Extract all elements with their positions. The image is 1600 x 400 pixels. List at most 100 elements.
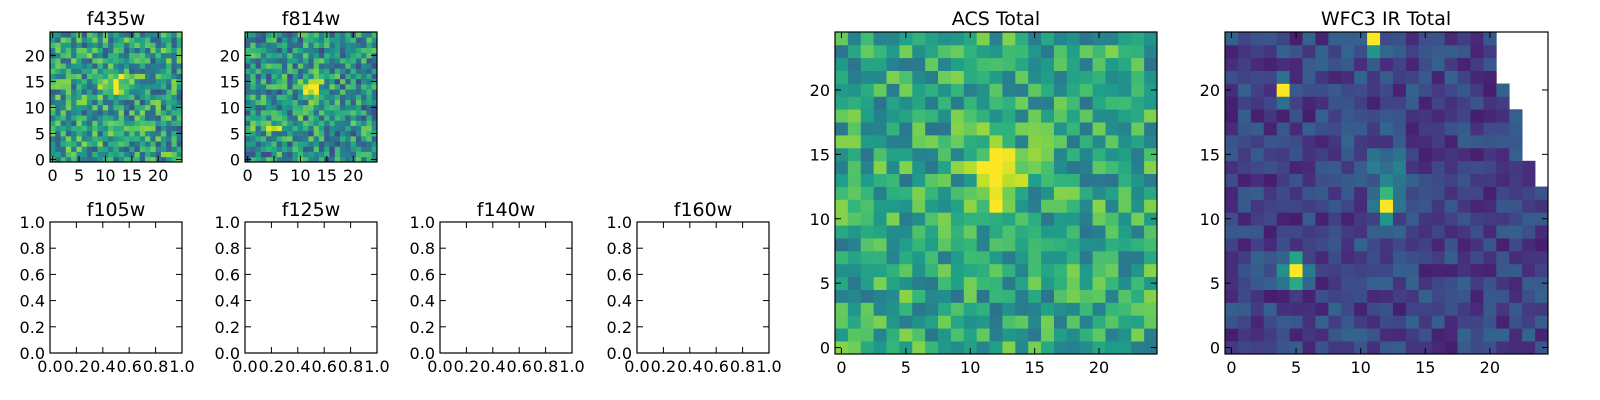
heatmap-cell bbox=[938, 263, 952, 278]
heatmap-cell bbox=[50, 84, 56, 90]
heatmap-cell bbox=[1225, 147, 1239, 162]
heatmap-cell bbox=[318, 32, 325, 38]
heatmap-cell bbox=[1263, 83, 1278, 97]
heatmap-cell bbox=[1237, 238, 1252, 252]
heatmap-cell bbox=[925, 44, 939, 59]
heatmap-cell bbox=[123, 32, 130, 38]
heatmap-cell bbox=[1237, 276, 1252, 290]
heatmap-cell bbox=[76, 115, 83, 121]
heatmap-cell bbox=[1131, 302, 1145, 316]
heatmap-cell bbox=[835, 302, 849, 316]
heatmap-cell bbox=[92, 84, 98, 90]
heatmap-cell bbox=[938, 302, 952, 316]
heatmap-cell bbox=[1053, 328, 1068, 342]
heatmap-cell bbox=[155, 42, 162, 48]
heatmap-cell bbox=[334, 58, 341, 64]
heatmap-cell bbox=[160, 32, 167, 38]
heatmap-cell bbox=[1405, 147, 1420, 162]
heatmap-cell bbox=[271, 125, 278, 132]
heatmap-cell bbox=[340, 136, 346, 142]
heatmap-cell bbox=[318, 99, 325, 106]
heatmap-cell bbox=[50, 110, 56, 116]
heatmap-cell bbox=[1470, 122, 1484, 136]
heatmap-cell bbox=[292, 84, 299, 90]
heatmap-cell bbox=[113, 84, 119, 90]
heatmap-cell bbox=[1496, 302, 1510, 316]
heatmap-cell bbox=[150, 84, 156, 90]
heatmap-cell bbox=[129, 146, 135, 152]
heatmap-cell bbox=[176, 37, 183, 43]
heatmap-cell bbox=[134, 146, 141, 152]
heatmap-cell bbox=[92, 156, 98, 163]
heatmap-cell bbox=[1392, 147, 1407, 162]
heatmap-cell bbox=[366, 99, 373, 106]
heatmap-cell bbox=[313, 89, 320, 95]
heatmap-cell bbox=[1002, 135, 1016, 149]
heatmap-cell bbox=[334, 84, 341, 90]
heatmap-cell bbox=[355, 58, 362, 64]
heatmap-cell bbox=[1105, 122, 1119, 136]
heatmap-cell bbox=[1509, 341, 1523, 355]
heatmap-cell bbox=[145, 110, 151, 116]
heatmap-cell bbox=[123, 120, 130, 126]
heatmap-cell bbox=[963, 212, 978, 226]
heatmap-cell bbox=[86, 94, 93, 100]
heatmap-cell bbox=[60, 68, 67, 74]
heatmap-cell bbox=[92, 136, 98, 142]
heatmap-cell bbox=[260, 136, 267, 142]
heatmap-cell bbox=[118, 89, 125, 95]
heatmap-cell bbox=[1418, 96, 1433, 110]
heatmap-cell bbox=[76, 58, 83, 64]
heatmap-cell bbox=[334, 78, 341, 85]
heatmap-cell bbox=[303, 104, 309, 111]
heatmap-cell bbox=[303, 130, 309, 137]
heatmap-cell bbox=[1250, 83, 1265, 97]
heatmap-cell bbox=[71, 47, 77, 54]
heatmap-cell bbox=[1328, 199, 1342, 213]
heatmap-cell bbox=[860, 44, 874, 59]
heatmap-cell bbox=[113, 37, 119, 43]
heatmap-cell bbox=[989, 276, 1003, 290]
heatmap-cell bbox=[976, 57, 990, 71]
heatmap-cell bbox=[150, 42, 156, 48]
heatmap-cell bbox=[925, 96, 939, 110]
heatmap-cell bbox=[355, 94, 362, 100]
heatmap-cell bbox=[899, 341, 913, 355]
heatmap-cell bbox=[287, 37, 293, 43]
heatmap-cell bbox=[350, 99, 357, 106]
heatmap-cell bbox=[81, 78, 88, 85]
heatmap-cell bbox=[71, 84, 77, 90]
heatmap-cell bbox=[113, 32, 119, 38]
heatmap-cell bbox=[129, 120, 135, 126]
heatmap-cell bbox=[60, 120, 67, 126]
heatmap-cell bbox=[86, 141, 93, 147]
heatmap-cell bbox=[1237, 96, 1252, 110]
heatmap-cell bbox=[1131, 186, 1145, 200]
heatmap-cell bbox=[102, 42, 109, 48]
heatmap-cell bbox=[1066, 186, 1081, 200]
heatmap-cell bbox=[313, 52, 320, 59]
heatmap-cell bbox=[266, 84, 272, 90]
heatmap-cell bbox=[318, 89, 325, 95]
heatmap-cell bbox=[1444, 238, 1458, 252]
heatmap-cell bbox=[276, 156, 283, 163]
heatmap-cell bbox=[1237, 328, 1252, 342]
heatmap-cell bbox=[297, 73, 304, 80]
heatmap-cell bbox=[171, 130, 178, 137]
heatmap-cell bbox=[1041, 70, 1055, 84]
heatmap-cell bbox=[1105, 83, 1119, 97]
heatmap-cell bbox=[1483, 32, 1497, 46]
heatmap-cell bbox=[287, 130, 293, 137]
heatmap-cell bbox=[276, 110, 283, 116]
heatmap-cell bbox=[166, 42, 172, 48]
heatmap-cell bbox=[1015, 186, 1029, 200]
heatmap-cell bbox=[50, 68, 56, 74]
heatmap-cell bbox=[873, 83, 887, 97]
heatmap-cell bbox=[1131, 122, 1145, 136]
heatmap-cell bbox=[1237, 122, 1252, 136]
heatmap-cell bbox=[1431, 341, 1445, 355]
heatmap-cell bbox=[287, 52, 293, 59]
heatmap-cell bbox=[1028, 122, 1042, 136]
heatmap-cell bbox=[1302, 160, 1316, 175]
heatmap-cell bbox=[1328, 186, 1342, 200]
